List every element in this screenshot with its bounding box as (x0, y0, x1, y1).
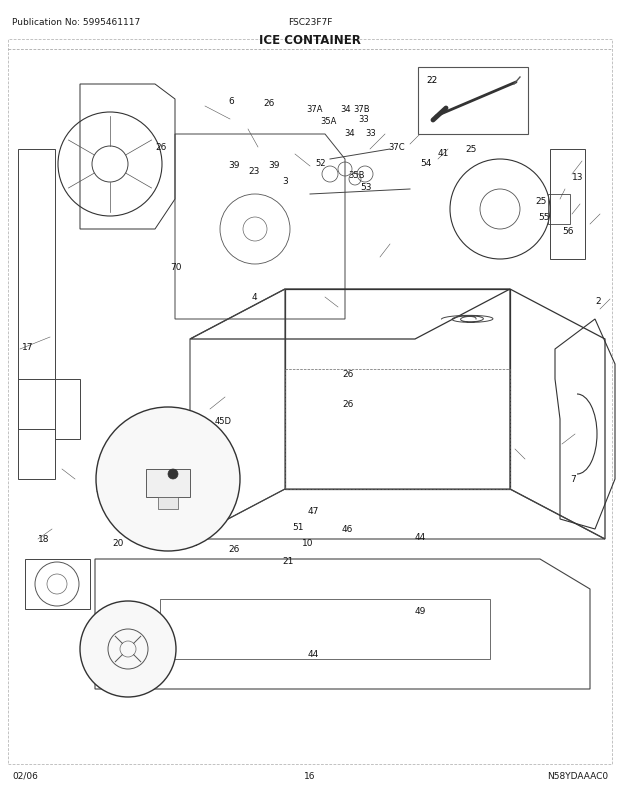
Text: 54: 54 (420, 158, 432, 168)
Text: 3: 3 (282, 177, 288, 186)
Text: 25: 25 (465, 145, 476, 154)
Text: 35B: 35B (348, 170, 365, 180)
Text: 46: 46 (342, 525, 353, 534)
Text: 2: 2 (595, 297, 601, 306)
Text: 41: 41 (438, 148, 450, 157)
Text: 55: 55 (538, 213, 549, 221)
Text: 16: 16 (304, 771, 316, 780)
Text: 34: 34 (344, 128, 355, 137)
Text: 10: 10 (302, 538, 314, 547)
Text: 18: 18 (38, 535, 50, 544)
Text: 6: 6 (228, 97, 234, 107)
Text: 49: 49 (415, 607, 427, 616)
Text: 44: 44 (308, 650, 319, 658)
Text: 45B: 45B (202, 457, 218, 466)
Text: 45C: 45C (118, 445, 135, 454)
Text: 26: 26 (342, 400, 353, 409)
Text: 44: 44 (198, 512, 210, 522)
Text: 34: 34 (340, 105, 351, 115)
Text: 51: 51 (292, 523, 304, 532)
Text: 37C: 37C (388, 144, 405, 152)
Text: 70: 70 (170, 263, 182, 272)
Text: 26: 26 (263, 99, 275, 107)
Text: 39: 39 (268, 160, 280, 169)
Text: 33: 33 (365, 128, 376, 137)
Text: 50: 50 (95, 485, 107, 494)
Text: 45A: 45A (178, 485, 194, 494)
Circle shape (80, 602, 176, 697)
Text: Publication No: 5995461117: Publication No: 5995461117 (12, 18, 140, 27)
Text: 7: 7 (570, 475, 576, 484)
Text: 02/06: 02/06 (12, 771, 38, 780)
Circle shape (168, 469, 178, 480)
Text: 15: 15 (95, 633, 107, 642)
Text: 4: 4 (252, 294, 258, 302)
Text: 37B: 37B (353, 105, 370, 115)
Text: 47: 47 (308, 507, 319, 516)
Text: 26: 26 (228, 545, 239, 554)
Bar (418, 68, 528, 135)
Text: 56: 56 (562, 227, 574, 237)
Text: 45D: 45D (215, 417, 232, 426)
Text: 25: 25 (535, 197, 546, 206)
Text: 53: 53 (360, 184, 371, 192)
Bar (146, 469, 190, 497)
Circle shape (96, 407, 240, 551)
Text: 22: 22 (432, 78, 443, 87)
Text: 22: 22 (426, 76, 437, 85)
Text: 44: 44 (132, 650, 143, 658)
Text: 17: 17 (22, 343, 33, 352)
Text: ICE CONTAINER: ICE CONTAINER (259, 34, 361, 47)
Text: 26: 26 (155, 142, 166, 152)
Text: 26: 26 (342, 370, 353, 379)
Text: 16: 16 (128, 615, 140, 624)
Text: N58YDAAAC0: N58YDAAAC0 (547, 771, 608, 780)
Text: 58: 58 (212, 502, 223, 511)
Text: 35A: 35A (320, 117, 337, 127)
Text: 21: 21 (282, 557, 293, 565)
Text: FSC23F7F: FSC23F7F (288, 18, 332, 27)
Text: 20: 20 (112, 538, 123, 547)
Text: 33: 33 (358, 115, 369, 124)
Text: 13: 13 (572, 173, 583, 182)
Bar (158, 497, 178, 509)
Text: 39: 39 (228, 160, 239, 169)
Text: 44: 44 (415, 533, 427, 542)
Text: 23: 23 (248, 168, 259, 176)
Text: 52: 52 (315, 158, 326, 168)
Text: 44: 44 (188, 538, 199, 547)
Text: 37A: 37A (306, 105, 322, 115)
Text: 45: 45 (182, 425, 193, 434)
